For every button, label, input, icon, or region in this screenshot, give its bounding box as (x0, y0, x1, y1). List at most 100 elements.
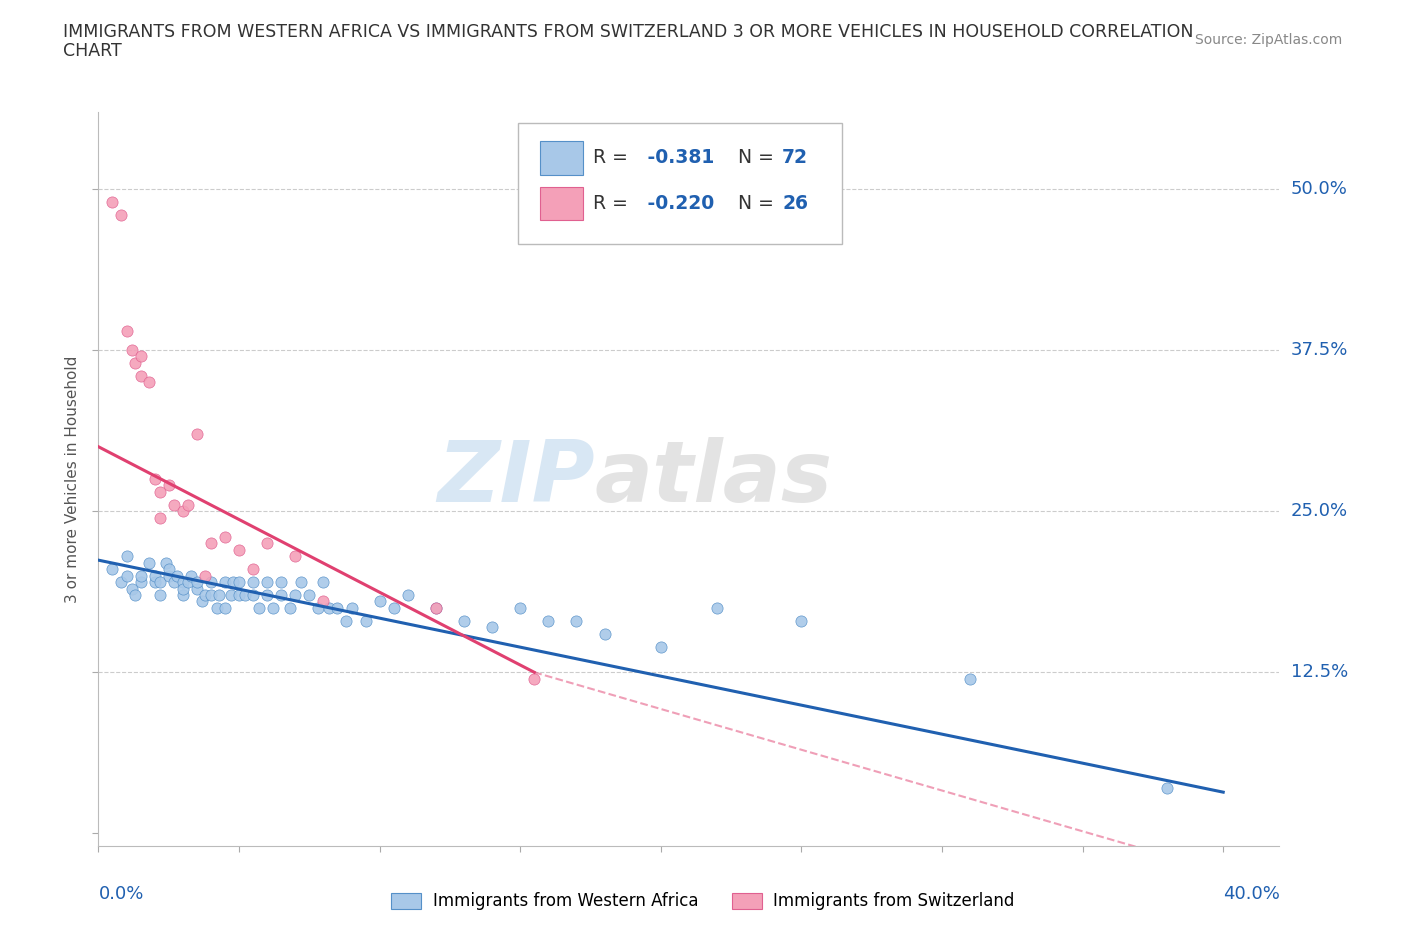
Point (138, 375, 160, 390)
Point (129, 568, 152, 583)
Point (706, 601, 728, 616)
Point (256, 588, 278, 603)
Point (124, 588, 146, 603)
Point (177, 498, 200, 512)
Point (115, 568, 138, 583)
Point (335, 613, 357, 628)
Point (262, 601, 284, 616)
Point (155, 555, 177, 570)
Point (270, 588, 292, 603)
Point (425, 601, 447, 616)
Point (214, 601, 236, 616)
Point (312, 594, 335, 609)
Text: Source: ZipAtlas.com: Source: ZipAtlas.com (1195, 33, 1343, 46)
FancyBboxPatch shape (540, 141, 582, 175)
Point (172, 504, 194, 519)
Point (247, 601, 270, 616)
Point (214, 529, 236, 544)
Text: N =: N = (725, 149, 779, 167)
Point (194, 588, 217, 603)
Point (219, 588, 242, 603)
FancyBboxPatch shape (517, 123, 842, 244)
Point (121, 581, 143, 596)
Point (149, 511, 172, 525)
Text: 72: 72 (782, 149, 808, 167)
Point (186, 426, 208, 441)
Point (177, 575, 200, 590)
Point (186, 575, 208, 590)
Point (186, 581, 208, 596)
Point (228, 542, 250, 557)
Point (307, 601, 329, 616)
Point (157, 562, 180, 577)
Point (256, 575, 278, 590)
Point (110, 575, 132, 590)
Point (205, 601, 228, 616)
Point (200, 588, 222, 603)
Point (149, 575, 172, 590)
Point (124, 355, 146, 370)
Point (166, 568, 188, 583)
Point (959, 671, 981, 686)
Text: ZIP: ZIP (437, 437, 595, 521)
Point (537, 613, 560, 628)
Point (163, 498, 186, 512)
Point (453, 613, 475, 628)
Text: IMMIGRANTS FROM WESTERN AFRICA VS IMMIGRANTS FROM SWITZERLAND 3 OR MORE VEHICLES: IMMIGRANTS FROM WESTERN AFRICA VS IMMIGR… (63, 23, 1194, 41)
Point (138, 555, 160, 570)
Point (163, 575, 186, 590)
Point (290, 575, 312, 590)
Point (233, 588, 256, 603)
Point (340, 601, 363, 616)
Point (194, 568, 217, 583)
Text: 26: 26 (782, 194, 808, 213)
Point (354, 613, 377, 628)
Point (149, 588, 172, 603)
Point (222, 575, 245, 590)
Point (368, 594, 391, 609)
Point (382, 601, 405, 616)
Y-axis label: 3 or more Vehicles in Household: 3 or more Vehicles in Household (65, 355, 80, 603)
Point (242, 575, 264, 590)
Point (298, 588, 321, 603)
Point (790, 613, 813, 628)
Text: N =: N = (725, 194, 779, 213)
Point (396, 588, 419, 603)
Text: 50.0%: 50.0% (1291, 179, 1347, 198)
Point (101, 194, 124, 209)
Point (312, 575, 335, 590)
FancyBboxPatch shape (540, 187, 582, 220)
Point (228, 588, 250, 603)
Point (149, 485, 172, 499)
Text: atlas: atlas (595, 437, 832, 521)
Point (318, 601, 340, 616)
Point (143, 472, 166, 486)
Point (180, 568, 202, 583)
Text: R =: R = (593, 194, 634, 213)
Point (1156, 781, 1178, 796)
Point (228, 575, 250, 590)
Point (129, 575, 152, 590)
Point (242, 588, 264, 603)
Text: 40.0%: 40.0% (1223, 885, 1279, 903)
Point (326, 601, 349, 616)
Text: R =: R = (593, 149, 634, 167)
Point (270, 575, 292, 590)
Point (129, 349, 152, 364)
Point (523, 671, 546, 686)
Text: -0.220: -0.220 (641, 194, 714, 213)
Point (115, 324, 138, 339)
Point (143, 568, 166, 583)
Point (200, 575, 222, 590)
Point (208, 588, 231, 603)
Point (172, 588, 194, 603)
Point (143, 575, 166, 590)
Text: 0.0%: 0.0% (98, 885, 143, 903)
Point (565, 613, 588, 628)
Text: 25.0%: 25.0% (1291, 502, 1348, 520)
Point (650, 639, 672, 654)
Point (284, 549, 307, 564)
Point (157, 478, 180, 493)
Point (115, 549, 138, 564)
Point (481, 619, 503, 634)
